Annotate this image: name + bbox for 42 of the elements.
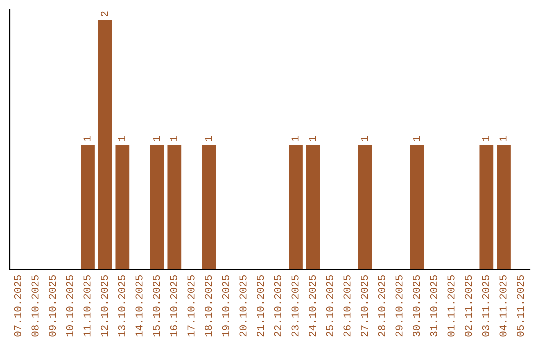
x-tick-label: 05.11.2025 bbox=[517, 276, 524, 337]
data-label: 1 bbox=[292, 136, 299, 142]
x-tick-label: 11.10.2025 bbox=[84, 276, 91, 337]
x-tick-label: 29.10.2025 bbox=[396, 276, 403, 337]
x-tick-label: 26.10.2025 bbox=[344, 276, 351, 337]
data-label: 1 bbox=[153, 136, 160, 142]
x-tick-label: 08.10.2025 bbox=[32, 276, 39, 337]
data-label: 1 bbox=[309, 136, 316, 142]
x-tick-label: 02.11.2025 bbox=[465, 276, 472, 337]
x-tick-label: 13.10.2025 bbox=[118, 276, 126, 337]
x-tick-label: 30.10.2025 bbox=[413, 276, 420, 337]
x-tick-label: 24.10.2025 bbox=[309, 276, 316, 337]
x-tick-label: 25.10.2025 bbox=[326, 276, 334, 337]
x-tick-label: 09.10.2025 bbox=[49, 276, 56, 337]
data-label: 1 bbox=[482, 136, 490, 142]
data-label: 1 bbox=[84, 136, 91, 142]
x-tick-label: 17.10.2025 bbox=[188, 276, 195, 337]
data-label: 1 bbox=[205, 136, 212, 142]
x-tick-label: 18.10.2025 bbox=[205, 276, 212, 337]
data-label: 1 bbox=[170, 136, 178, 142]
data-label: 1 bbox=[500, 136, 507, 142]
x-tick-label: 31.10.2025 bbox=[430, 276, 438, 337]
x-tick-label: 01.11.2025 bbox=[448, 276, 455, 337]
x-tick-label: 20.10.2025 bbox=[240, 276, 247, 337]
data-label: 2 bbox=[101, 12, 108, 16]
x-tick-label: 10.10.2025 bbox=[66, 276, 74, 337]
data-label: 1 bbox=[361, 136, 368, 142]
x-tick-label: 07.10.2025 bbox=[14, 276, 22, 337]
x-tick-label: 15.10.2025 bbox=[153, 276, 160, 337]
x-tick-label: 14.10.2025 bbox=[136, 276, 143, 337]
x-tick-label: 19.10.2025 bbox=[222, 276, 230, 337]
x-tick-label: 03.11.2025 bbox=[482, 276, 490, 337]
x-tick-label: 16.10.2025 bbox=[170, 276, 178, 337]
x-tick-label: 22.10.2025 bbox=[274, 276, 282, 337]
data-label: 1 bbox=[118, 136, 126, 142]
x-tick-label: 12.10.2025 bbox=[101, 276, 108, 337]
x-tick-label: 27.10.2025 bbox=[361, 276, 368, 337]
x-tick-label: 04.11.2025 bbox=[500, 276, 507, 337]
x-tick-label: 23.10.2025 bbox=[292, 276, 299, 337]
x-tick-label: 21.10.2025 bbox=[257, 276, 264, 337]
x-tick-label: 28.10.2025 bbox=[378, 276, 386, 337]
data-label: 1 bbox=[413, 136, 420, 142]
